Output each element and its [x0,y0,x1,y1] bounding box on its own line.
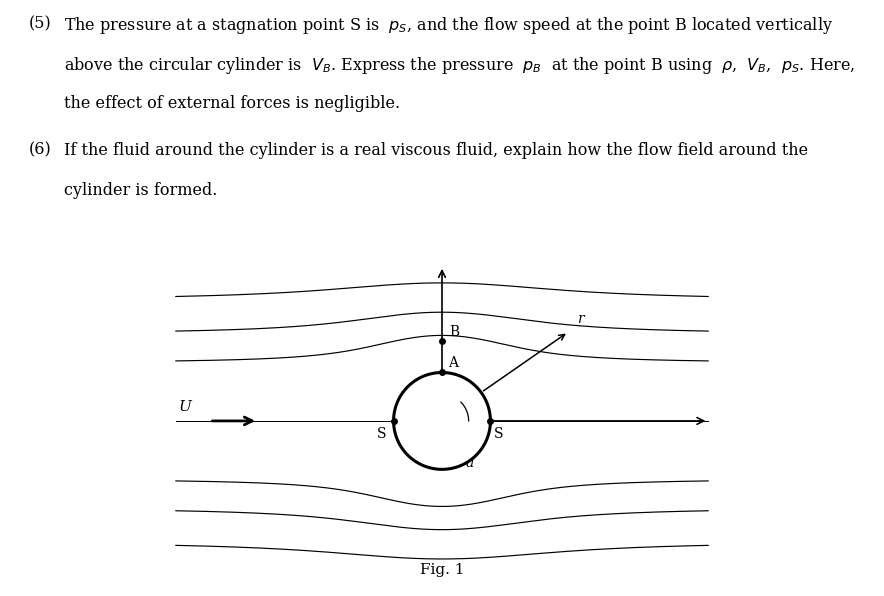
Text: r: r [577,312,583,326]
Text: The pressure at a stagnation point S is  $p_S$, and the flow speed at the point : The pressure at a stagnation point S is … [64,15,833,36]
Text: cylinder is formed.: cylinder is formed. [64,182,217,199]
Text: S: S [377,427,386,440]
Text: (6): (6) [29,142,52,159]
Text: S: S [494,427,504,440]
Text: the effect of external forces is negligible.: the effect of external forces is negligi… [64,95,400,112]
Text: If the fluid around the cylinder is a real viscous fluid, explain how the flow f: If the fluid around the cylinder is a re… [64,142,808,159]
Text: B: B [449,325,460,339]
Circle shape [393,372,491,470]
Text: above the circular cylinder is  $V_B$. Express the pressure  $p_B$  at the point: above the circular cylinder is $V_B$. Ex… [64,55,855,76]
Text: 0: 0 [429,427,438,440]
Text: $\theta$: $\theta$ [470,393,482,409]
Text: A: A [448,356,458,370]
Text: (5): (5) [29,15,52,32]
Text: Fig. 1: Fig. 1 [420,563,464,577]
Text: U: U [179,400,192,414]
Text: a: a [466,456,474,470]
